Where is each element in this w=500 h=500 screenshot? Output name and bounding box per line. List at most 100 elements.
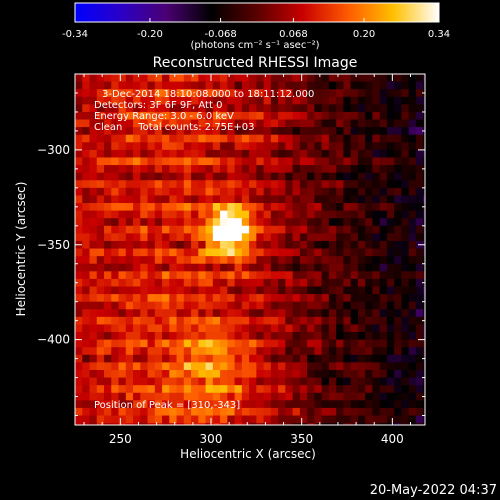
heatmap-cell [270,392,279,401]
heatmap-cell [140,385,149,394]
annotation-time-range: 3-Dec-2014 18:10:08.000 to 18:11:12.000 [102,89,314,100]
heatmap-cell [234,423,243,425]
heatmap-cell [183,96,192,105]
heatmap-cell [140,104,149,113]
heatmap-cell [314,172,323,181]
heatmap-cell [394,385,403,394]
heatmap-cell [321,165,330,174]
heatmap-cell [263,301,272,310]
heatmap-cell [147,74,156,83]
heatmap-cell [270,332,279,341]
heatmap-cell [234,278,243,288]
heatmap-cell [343,195,352,204]
heatmap-cell [191,423,199,425]
heatmap-cell [394,423,403,425]
heatmap-cell [183,271,192,280]
heatmap-cell [220,407,228,417]
heatmap-cell [386,74,395,83]
heatmap-cell [82,377,91,386]
heatmap-cell [379,354,388,363]
heatmap-cell [401,354,410,363]
heatmap-cell [314,225,323,234]
heatmap-cell [227,74,236,83]
heatmap-cell [183,400,192,409]
heatmap-cell [111,180,120,189]
heatmap-cell [321,256,330,265]
heatmap-cell [386,347,395,356]
heatmap-cell [350,248,359,257]
heatmap-cell [401,309,410,318]
heatmap-cell [234,332,243,341]
heatmap-cell [183,104,192,113]
heatmap-cell [96,271,105,280]
heatmap-cell [220,278,228,288]
heatmap-cell [256,210,265,219]
heatmap-cell [299,248,308,257]
heatmap-cell [328,165,337,174]
heatmap-cell [205,339,214,348]
heatmap-cell [372,369,381,379]
heatmap-cell [256,385,265,394]
heatmap-cell [147,294,156,303]
heatmap-cell [234,74,243,83]
heatmap-cell [82,195,91,204]
heatmap-cell [183,157,192,166]
heatmap-cell [241,415,250,424]
heatmap-cell [249,96,257,105]
heatmap-cell [256,111,265,121]
heatmap-cell [307,316,315,326]
heatmap-cell [292,203,301,212]
heatmap-cell [227,339,236,348]
heatmap-cell [162,385,170,394]
heatmap-cell [154,256,163,265]
heatmap-cell [270,362,279,371]
heatmap-cell [176,256,185,265]
heatmap-cell [227,233,236,242]
heatmap-cell [350,195,359,204]
heatmap-cell [278,316,286,326]
heatmap-cell [183,81,192,90]
heatmap-cell [321,362,330,371]
heatmap-cell [220,149,228,159]
heatmap-cell [386,415,395,424]
heatmap-cell [415,294,424,303]
heatmap-cell [140,377,149,386]
heatmap-cell [423,218,425,227]
heatmap-cell [104,127,112,136]
heatmap-cell [75,324,83,333]
heatmap-cell [299,203,308,212]
heatmap-cell [365,119,374,128]
heatmap-cell [191,248,199,257]
heatmap-cell [234,195,243,204]
heatmap-cell [328,415,337,424]
heatmap-cell [176,119,185,128]
heatmap-cell [89,309,98,318]
heatmap-cell [147,172,156,181]
heatmap-cell [125,218,134,227]
heatmap-cell [423,248,425,257]
heatmap-cell [212,347,221,356]
heatmap-cell [234,165,243,174]
heatmap-cell [394,286,403,295]
heatmap-cell [343,172,352,181]
heatmap-cell [379,240,388,250]
heatmap-cell [220,240,228,250]
y-tick-label: −300 [37,143,70,157]
heatmap-cell [299,89,308,98]
heatmap-cell [162,347,170,356]
heatmap-cell [299,271,308,280]
heatmap-cell [125,339,134,348]
heatmap-cell [205,218,214,227]
heatmap-cell [82,74,91,83]
heatmap-cell [321,81,330,90]
heatmap-cell [343,301,352,310]
heatmap-cell [285,233,294,242]
heatmap-cell [256,256,265,265]
heatmap-cell [147,332,156,341]
heatmap-cell [234,187,243,197]
heatmap-cell [379,256,388,265]
heatmap-cell [111,240,120,250]
heatmap-cell [234,415,243,424]
heatmap-cell [285,392,294,401]
heatmap-cell [227,423,236,425]
